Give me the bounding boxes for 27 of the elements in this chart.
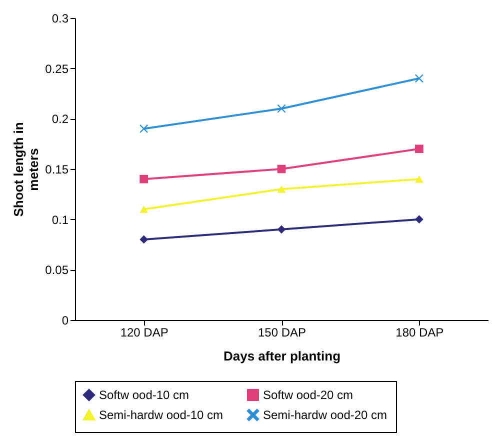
point	[277, 186, 286, 193]
point	[140, 235, 148, 244]
point	[414, 175, 424, 183]
y-tick-label: 0.05	[45, 263, 69, 278]
y-tick-label: 0	[62, 314, 69, 328]
y-tick-label: 0.2	[52, 112, 69, 126]
point	[277, 104, 286, 113]
legend-label: Softw ood-10 cm	[99, 388, 190, 402]
x-tick-label: 180 DAP	[396, 326, 444, 340]
x-axis-title: Days after planting	[223, 348, 341, 364]
x-tick-label: 120 DAP	[120, 326, 168, 340]
point	[140, 206, 148, 213]
point	[414, 144, 424, 154]
point	[277, 225, 286, 234]
y-tick-label: 0.1	[52, 212, 69, 227]
legend-label: Semi-hardw ood-10 cm	[99, 408, 224, 422]
y-tick-label: 0.15	[45, 162, 69, 176]
y-axis-title: Shoot length in meters	[11, 122, 42, 217]
point	[140, 174, 148, 184]
x-tick-label: 150 DAP	[258, 326, 306, 340]
legend-label: Semi-hardw ood-20 cm	[263, 408, 388, 422]
point	[414, 215, 424, 224]
legend-label: Softw ood-20 cm	[263, 388, 354, 402]
y-tick-label: 0.25	[45, 62, 69, 76]
point	[414, 74, 424, 83]
y-tick-label: 0.3	[52, 12, 69, 26]
point	[277, 164, 286, 174]
